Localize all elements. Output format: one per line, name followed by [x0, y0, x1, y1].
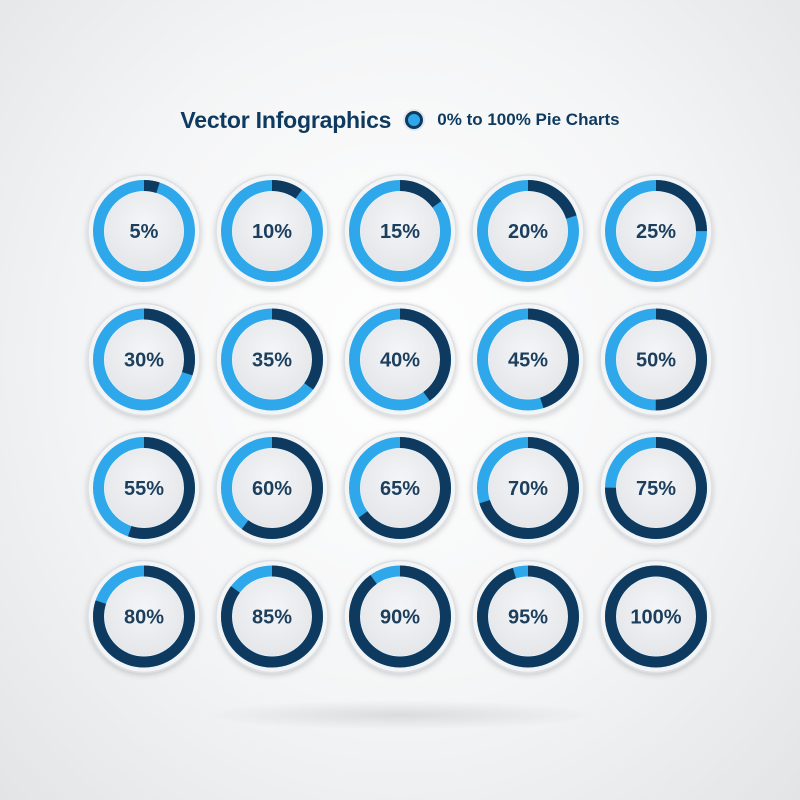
donut-chart: 100%: [599, 559, 713, 674]
donut-chart: 25%: [599, 174, 713, 288]
donut-center: [616, 191, 696, 271]
donut-center: [232, 191, 312, 271]
chart-header: Vector Infographics 0% to 100% Pie Chart…: [0, 100, 800, 140]
donut-value-arc: [93, 565, 195, 668]
donut-chart: 60%: [215, 431, 329, 545]
donut-center: [232, 448, 312, 528]
donut-chart: 95%: [471, 559, 585, 674]
donut-value-arc: [93, 180, 195, 282]
donut-chart: 55%: [87, 431, 201, 545]
bullet-dot-icon: [405, 111, 424, 129]
page-title: Vector Infographics: [180, 106, 392, 133]
donut-value-arc: [349, 180, 451, 282]
donut-label: 65%: [380, 478, 420, 500]
donut-label: 5%: [130, 221, 159, 243]
donut-value-arc: [221, 565, 323, 668]
donut-label: 45%: [508, 350, 548, 372]
donut-center: [104, 191, 184, 271]
donut-value-arc: [605, 308, 707, 411]
donut-center: [488, 191, 568, 271]
donut-chart: 85%: [215, 559, 329, 674]
donut-label: 25%: [636, 221, 676, 243]
donut-chart: 75%: [599, 431, 713, 545]
donut-label: 55%: [124, 478, 164, 500]
donut-label: 10%: [252, 221, 292, 243]
donut-center: [104, 448, 184, 528]
donut-chart: 40%: [343, 302, 457, 417]
floor-shadow: [200, 700, 600, 730]
donut-center: [104, 577, 184, 656]
donut-center: [104, 320, 184, 399]
donut-value-arc: [221, 180, 323, 282]
donut-label: 95%: [508, 607, 548, 629]
donut-label: 80%: [124, 607, 164, 629]
page-subtitle: 0% to 100% Pie Charts: [437, 110, 620, 129]
donut-value-arc: [221, 437, 323, 539]
donut-label: 90%: [380, 607, 420, 629]
donut-chart: 45%: [471, 302, 585, 417]
donut-chart: 65%: [343, 431, 457, 545]
donut-center: [360, 191, 440, 271]
donut-chart: 10%: [215, 174, 329, 288]
donut-center: [488, 448, 568, 528]
donut-value-arc: [605, 180, 707, 282]
donut-center: [488, 320, 568, 399]
donut-value-arc: [605, 565, 707, 668]
donut-center: [360, 448, 440, 528]
donut-value-arc: [349, 437, 451, 539]
donut-value-arc: [477, 565, 579, 668]
donut-label: 100%: [630, 607, 681, 629]
donut-value-arc: [605, 437, 707, 539]
donut-chart: 80%: [87, 559, 201, 674]
donut-chart: 30%: [87, 302, 201, 417]
donut-center: [232, 577, 312, 656]
donut-chart: 35%: [215, 302, 329, 417]
donut-value-arc: [93, 308, 195, 411]
donut-value-arc: [221, 308, 323, 411]
donut-chart: 20%: [471, 174, 585, 288]
donut-center: [232, 320, 312, 399]
donut-label: 85%: [252, 607, 292, 629]
donut-label: 20%: [508, 221, 548, 243]
donut-value-arc: [349, 308, 451, 411]
donut-center: [360, 320, 440, 399]
donut-center: [488, 577, 568, 656]
donut-label: 75%: [636, 478, 676, 500]
donut-chart: 50%: [599, 302, 713, 417]
donut-center: [360, 577, 440, 656]
donut-value-arc: [93, 437, 195, 539]
donut-center: [616, 448, 696, 528]
donut-center: [616, 320, 696, 399]
donut-label: 40%: [380, 350, 420, 372]
donut-value-arc: [349, 565, 451, 668]
donut-label: 50%: [636, 350, 676, 372]
donut-value-arc: [477, 180, 579, 282]
donut-value-arc: [477, 437, 579, 539]
donut-chart: 70%: [471, 431, 585, 545]
donut-value-arc: [477, 308, 579, 411]
donut-label: 60%: [252, 478, 292, 500]
donut-center: [616, 577, 696, 656]
donut-label: 15%: [380, 221, 420, 243]
donut-label: 35%: [252, 350, 292, 372]
donut-chart: 90%: [343, 559, 457, 674]
donut-chart: 15%: [343, 174, 457, 288]
donut-label: 70%: [508, 478, 548, 500]
donut-label: 30%: [124, 350, 164, 372]
donut-chart: 5%: [87, 174, 201, 288]
